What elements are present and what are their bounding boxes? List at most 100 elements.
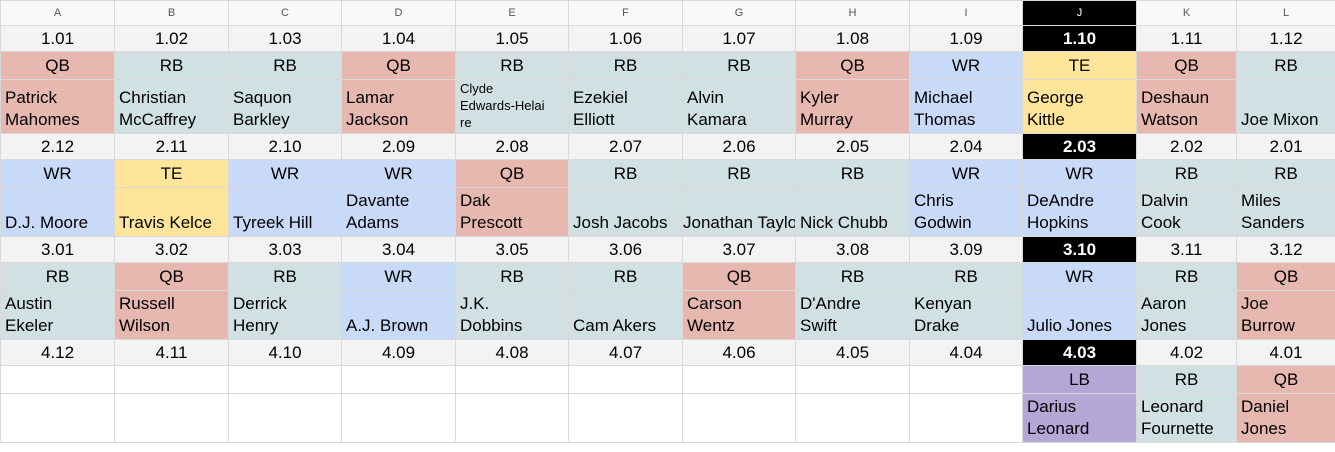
pick-number-cell[interactable]: 3.03: [228, 236, 342, 263]
position-cell[interactable]: LB: [1022, 365, 1137, 394]
player-name-cell[interactable]: Clyde Edwards-Helai re: [455, 79, 569, 134]
column-header-a[interactable]: A: [0, 0, 115, 26]
player-name-cell[interactable]: George Kittle: [1022, 79, 1137, 134]
pick-number-cell[interactable]: 3.11: [1136, 236, 1237, 263]
player-name-cell[interactable]: Daniel Jones: [1236, 393, 1335, 443]
player-name-cell[interactable]: Jonathan Taylor: [682, 187, 796, 237]
player-name-cell[interactable]: Kenyan Drake: [909, 290, 1023, 340]
position-cell[interactable]: RB: [0, 262, 115, 291]
position-cell[interactable]: [568, 365, 683, 394]
player-name-cell[interactable]: Davante Adams: [341, 187, 456, 237]
pick-number-cell[interactable]: 1.06: [568, 25, 683, 52]
player-name-cell[interactable]: Chris Godwin: [909, 187, 1023, 237]
position-cell[interactable]: RB: [568, 51, 683, 80]
pick-number-cell[interactable]: 4.04: [909, 339, 1023, 366]
player-name-cell[interactable]: Dak Prescott: [455, 187, 569, 237]
position-cell[interactable]: RB: [909, 262, 1023, 291]
position-cell[interactable]: RB: [1136, 262, 1237, 291]
pick-number-cell[interactable]: 3.10: [1022, 236, 1137, 263]
column-header-f[interactable]: F: [568, 0, 683, 26]
player-name-cell[interactable]: Travis Kelce: [114, 187, 229, 237]
player-name-cell[interactable]: Dalvin Cook: [1136, 187, 1237, 237]
position-cell[interactable]: QB: [682, 262, 796, 291]
position-cell[interactable]: RB: [682, 159, 796, 188]
column-header-d[interactable]: D: [341, 0, 456, 26]
pick-number-cell[interactable]: 1.08: [795, 25, 910, 52]
column-header-l[interactable]: L: [1236, 0, 1335, 26]
position-cell[interactable]: QB: [114, 262, 229, 291]
pick-number-cell[interactable]: 4.01: [1236, 339, 1335, 366]
position-cell[interactable]: TE: [1022, 51, 1137, 80]
player-name-cell[interactable]: [909, 393, 1023, 443]
position-cell[interactable]: RB: [1236, 159, 1335, 188]
position-cell[interactable]: RB: [795, 159, 910, 188]
pick-number-cell[interactable]: 4.08: [455, 339, 569, 366]
pick-number-cell[interactable]: 2.07: [568, 133, 683, 160]
player-name-cell[interactable]: Carson Wentz: [682, 290, 796, 340]
pick-number-cell[interactable]: 4.09: [341, 339, 456, 366]
column-header-e[interactable]: E: [455, 0, 569, 26]
player-name-cell[interactable]: Cam Akers: [568, 290, 683, 340]
player-name-cell[interactable]: Miles Sanders: [1236, 187, 1335, 237]
pick-number-cell[interactable]: 1.02: [114, 25, 229, 52]
player-name-cell[interactable]: A.J. Brown: [341, 290, 456, 340]
player-name-cell[interactable]: D'Andre Swift: [795, 290, 910, 340]
player-name-cell[interactable]: Michael Thomas: [909, 79, 1023, 134]
pick-number-cell[interactable]: 2.08: [455, 133, 569, 160]
column-header-k[interactable]: K: [1136, 0, 1237, 26]
player-name-cell[interactable]: Alvin Kamara: [682, 79, 796, 134]
player-name-cell[interactable]: Deshaun Watson: [1136, 79, 1237, 134]
pick-number-cell[interactable]: 4.02: [1136, 339, 1237, 366]
pick-number-cell[interactable]: 2.11: [114, 133, 229, 160]
pick-number-cell[interactable]: 1.09: [909, 25, 1023, 52]
pick-number-cell[interactable]: 4.12: [0, 339, 115, 366]
player-name-cell[interactable]: Tyreek Hill: [228, 187, 342, 237]
position-cell[interactable]: [341, 365, 456, 394]
player-name-cell[interactable]: Joe Burrow: [1236, 290, 1335, 340]
player-name-cell[interactable]: Josh Jacobs: [568, 187, 683, 237]
player-name-cell[interactable]: Russell Wilson: [114, 290, 229, 340]
pick-number-cell[interactable]: 4.06: [682, 339, 796, 366]
pick-number-cell[interactable]: 1.10: [1022, 25, 1137, 52]
position-cell[interactable]: RB: [455, 51, 569, 80]
player-name-cell[interactable]: Ezekiel Elliott: [568, 79, 683, 134]
pick-number-cell[interactable]: 3.12: [1236, 236, 1335, 263]
position-cell[interactable]: QB: [1236, 262, 1335, 291]
pick-number-cell[interactable]: 4.10: [228, 339, 342, 366]
pick-number-cell[interactable]: 3.06: [568, 236, 683, 263]
pick-number-cell[interactable]: 2.01: [1236, 133, 1335, 160]
pick-number-cell[interactable]: 4.03: [1022, 339, 1137, 366]
pick-number-cell[interactable]: 3.09: [909, 236, 1023, 263]
position-cell[interactable]: [682, 365, 796, 394]
pick-number-cell[interactable]: 3.04: [341, 236, 456, 263]
player-name-cell[interactable]: [114, 393, 229, 443]
player-name-cell[interactable]: D.J. Moore: [0, 187, 115, 237]
position-cell[interactable]: [455, 365, 569, 394]
pick-number-cell[interactable]: 1.11: [1136, 25, 1237, 52]
player-name-cell[interactable]: Austin Ekeler: [0, 290, 115, 340]
pick-number-cell[interactable]: 3.05: [455, 236, 569, 263]
pick-number-cell[interactable]: 2.06: [682, 133, 796, 160]
position-cell[interactable]: [228, 365, 342, 394]
pick-number-cell[interactable]: 1.01: [0, 25, 115, 52]
player-name-cell[interactable]: [568, 393, 683, 443]
position-cell[interactable]: RB: [455, 262, 569, 291]
column-header-g[interactable]: G: [682, 0, 796, 26]
position-cell[interactable]: WR: [341, 159, 456, 188]
player-name-cell[interactable]: [795, 393, 910, 443]
position-cell[interactable]: WR: [0, 159, 115, 188]
position-cell[interactable]: TE: [114, 159, 229, 188]
position-cell[interactable]: RB: [568, 159, 683, 188]
player-name-cell[interactable]: Aaron Jones: [1136, 290, 1237, 340]
pick-number-cell[interactable]: 2.03: [1022, 133, 1137, 160]
position-cell[interactable]: QB: [0, 51, 115, 80]
position-cell[interactable]: RB: [228, 51, 342, 80]
player-name-cell[interactable]: Julio Jones: [1022, 290, 1137, 340]
pick-number-cell[interactable]: 4.07: [568, 339, 683, 366]
pick-number-cell[interactable]: 2.09: [341, 133, 456, 160]
column-header-c[interactable]: C: [228, 0, 342, 26]
pick-number-cell[interactable]: 1.04: [341, 25, 456, 52]
column-header-b[interactable]: B: [114, 0, 229, 26]
position-cell[interactable]: [795, 365, 910, 394]
player-name-cell[interactable]: [0, 393, 115, 443]
